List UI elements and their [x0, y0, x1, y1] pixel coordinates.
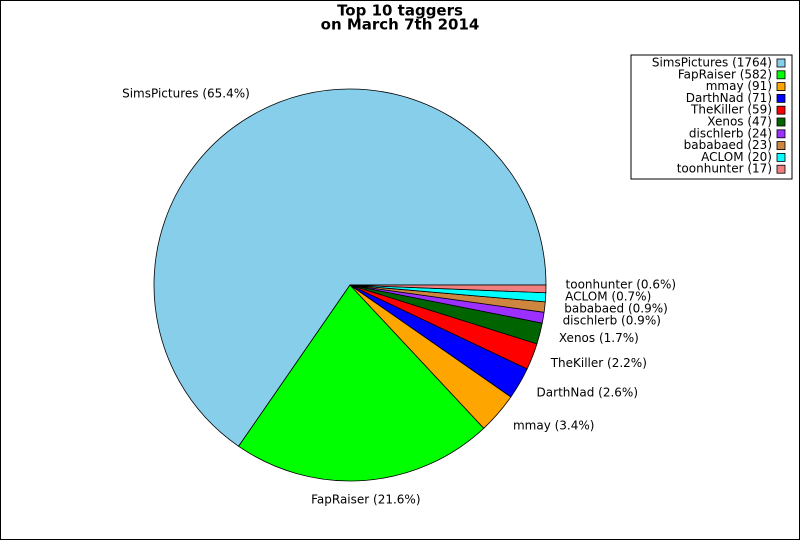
slice-label: Xenos (1.7%) [559, 331, 639, 345]
slice-label: mmay (3.4%) [513, 419, 595, 433]
legend-label: Xenos (47) [707, 115, 772, 129]
legend-label: ACLOM (20) [701, 150, 772, 164]
legend-label: DarthNad (71) [686, 91, 772, 105]
legend-box [630, 54, 793, 180]
slice-label: TheKiller (2.2%) [550, 356, 647, 370]
legend-swatch [776, 70, 786, 80]
pie-slice [238, 284, 485, 482]
pie-slice [349, 284, 547, 294]
legend-label: toonhunter (17) [677, 162, 772, 176]
slice-label: toonhunter (0.6%) [566, 277, 677, 291]
legend-swatch [776, 152, 786, 162]
chart-subtitle: on March 7th 2014 [321, 16, 480, 34]
chart-title: Top 10 taggers [337, 2, 463, 20]
slice-label: ACLOM (0.7%) [565, 289, 651, 303]
legend-swatch [776, 129, 786, 139]
legend-label: mmay (91) [706, 79, 772, 93]
pie-slice [153, 88, 547, 447]
slice-label: bababaed (0.9%) [564, 301, 668, 315]
legend-label: TheKiller (59) [690, 103, 772, 117]
legend-label: bababaed (23) [684, 138, 772, 152]
legend-swatch [776, 117, 786, 127]
legend-label: dischlerb (24) [689, 126, 772, 140]
legend-swatch [776, 82, 786, 91]
legend-swatch [776, 94, 786, 103]
legend-swatch [776, 141, 786, 151]
legend-label: FapRaiser (582) [678, 67, 772, 81]
legend-swatch [776, 105, 786, 115]
slice-label: FapRaiser (21.6%) [311, 493, 420, 507]
legend-swatch [776, 58, 786, 68]
slice-label: dischlerb (0.9%) [563, 313, 661, 327]
legend-label: SimsPictures (1764) [652, 56, 772, 70]
slice-label: DarthNad (2.6%) [537, 386, 638, 400]
slice-label: SimsPictures (65.4%) [122, 87, 250, 101]
legend-swatch [776, 164, 786, 174]
